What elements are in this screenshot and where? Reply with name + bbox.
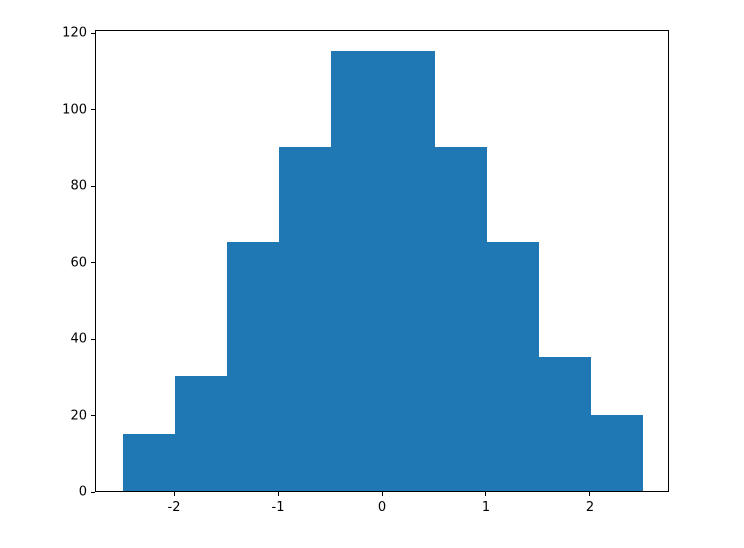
x-tick-label: 2 [586, 500, 594, 515]
x-tick-label: 1 [482, 500, 490, 515]
x-tick-mark [485, 492, 486, 496]
x-tick-mark [589, 492, 590, 496]
y-tick-label: 60 [70, 255, 87, 270]
histogram-bar [123, 434, 175, 491]
y-tick-label: 120 [62, 26, 87, 41]
y-tick-label: 40 [70, 332, 87, 347]
y-tick-mark [91, 109, 95, 110]
y-tick-mark [91, 262, 95, 263]
x-tick-label: 0 [378, 500, 386, 515]
histogram-bar [383, 51, 435, 491]
y-tick-mark [91, 186, 95, 187]
histogram-bar [227, 242, 279, 491]
y-tick-mark [91, 339, 95, 340]
histogram-bar [279, 147, 331, 491]
y-tick-label: 80 [70, 179, 87, 194]
histogram-axes [95, 30, 669, 492]
histogram-bar [487, 242, 539, 491]
y-tick-mark [91, 33, 95, 34]
x-tick-mark [278, 492, 279, 496]
histogram-bar [331, 51, 383, 491]
histogram-bar [591, 415, 643, 491]
y-tick-mark [91, 415, 95, 416]
histogram-bar [539, 357, 591, 491]
histogram-bar [435, 147, 487, 491]
figure: 0 20 40 60 80 100 120 -2 -1 0 1 2 [0, 0, 744, 548]
x-tick-mark [382, 492, 383, 496]
x-tick-label: -1 [272, 500, 285, 515]
x-tick-mark [174, 492, 175, 496]
y-tick-label: 0 [79, 485, 87, 500]
histogram-bar [175, 376, 227, 491]
y-tick-mark [91, 492, 95, 493]
y-tick-label: 100 [62, 102, 87, 117]
y-tick-label: 20 [70, 408, 87, 423]
x-tick-label: -2 [168, 500, 181, 515]
